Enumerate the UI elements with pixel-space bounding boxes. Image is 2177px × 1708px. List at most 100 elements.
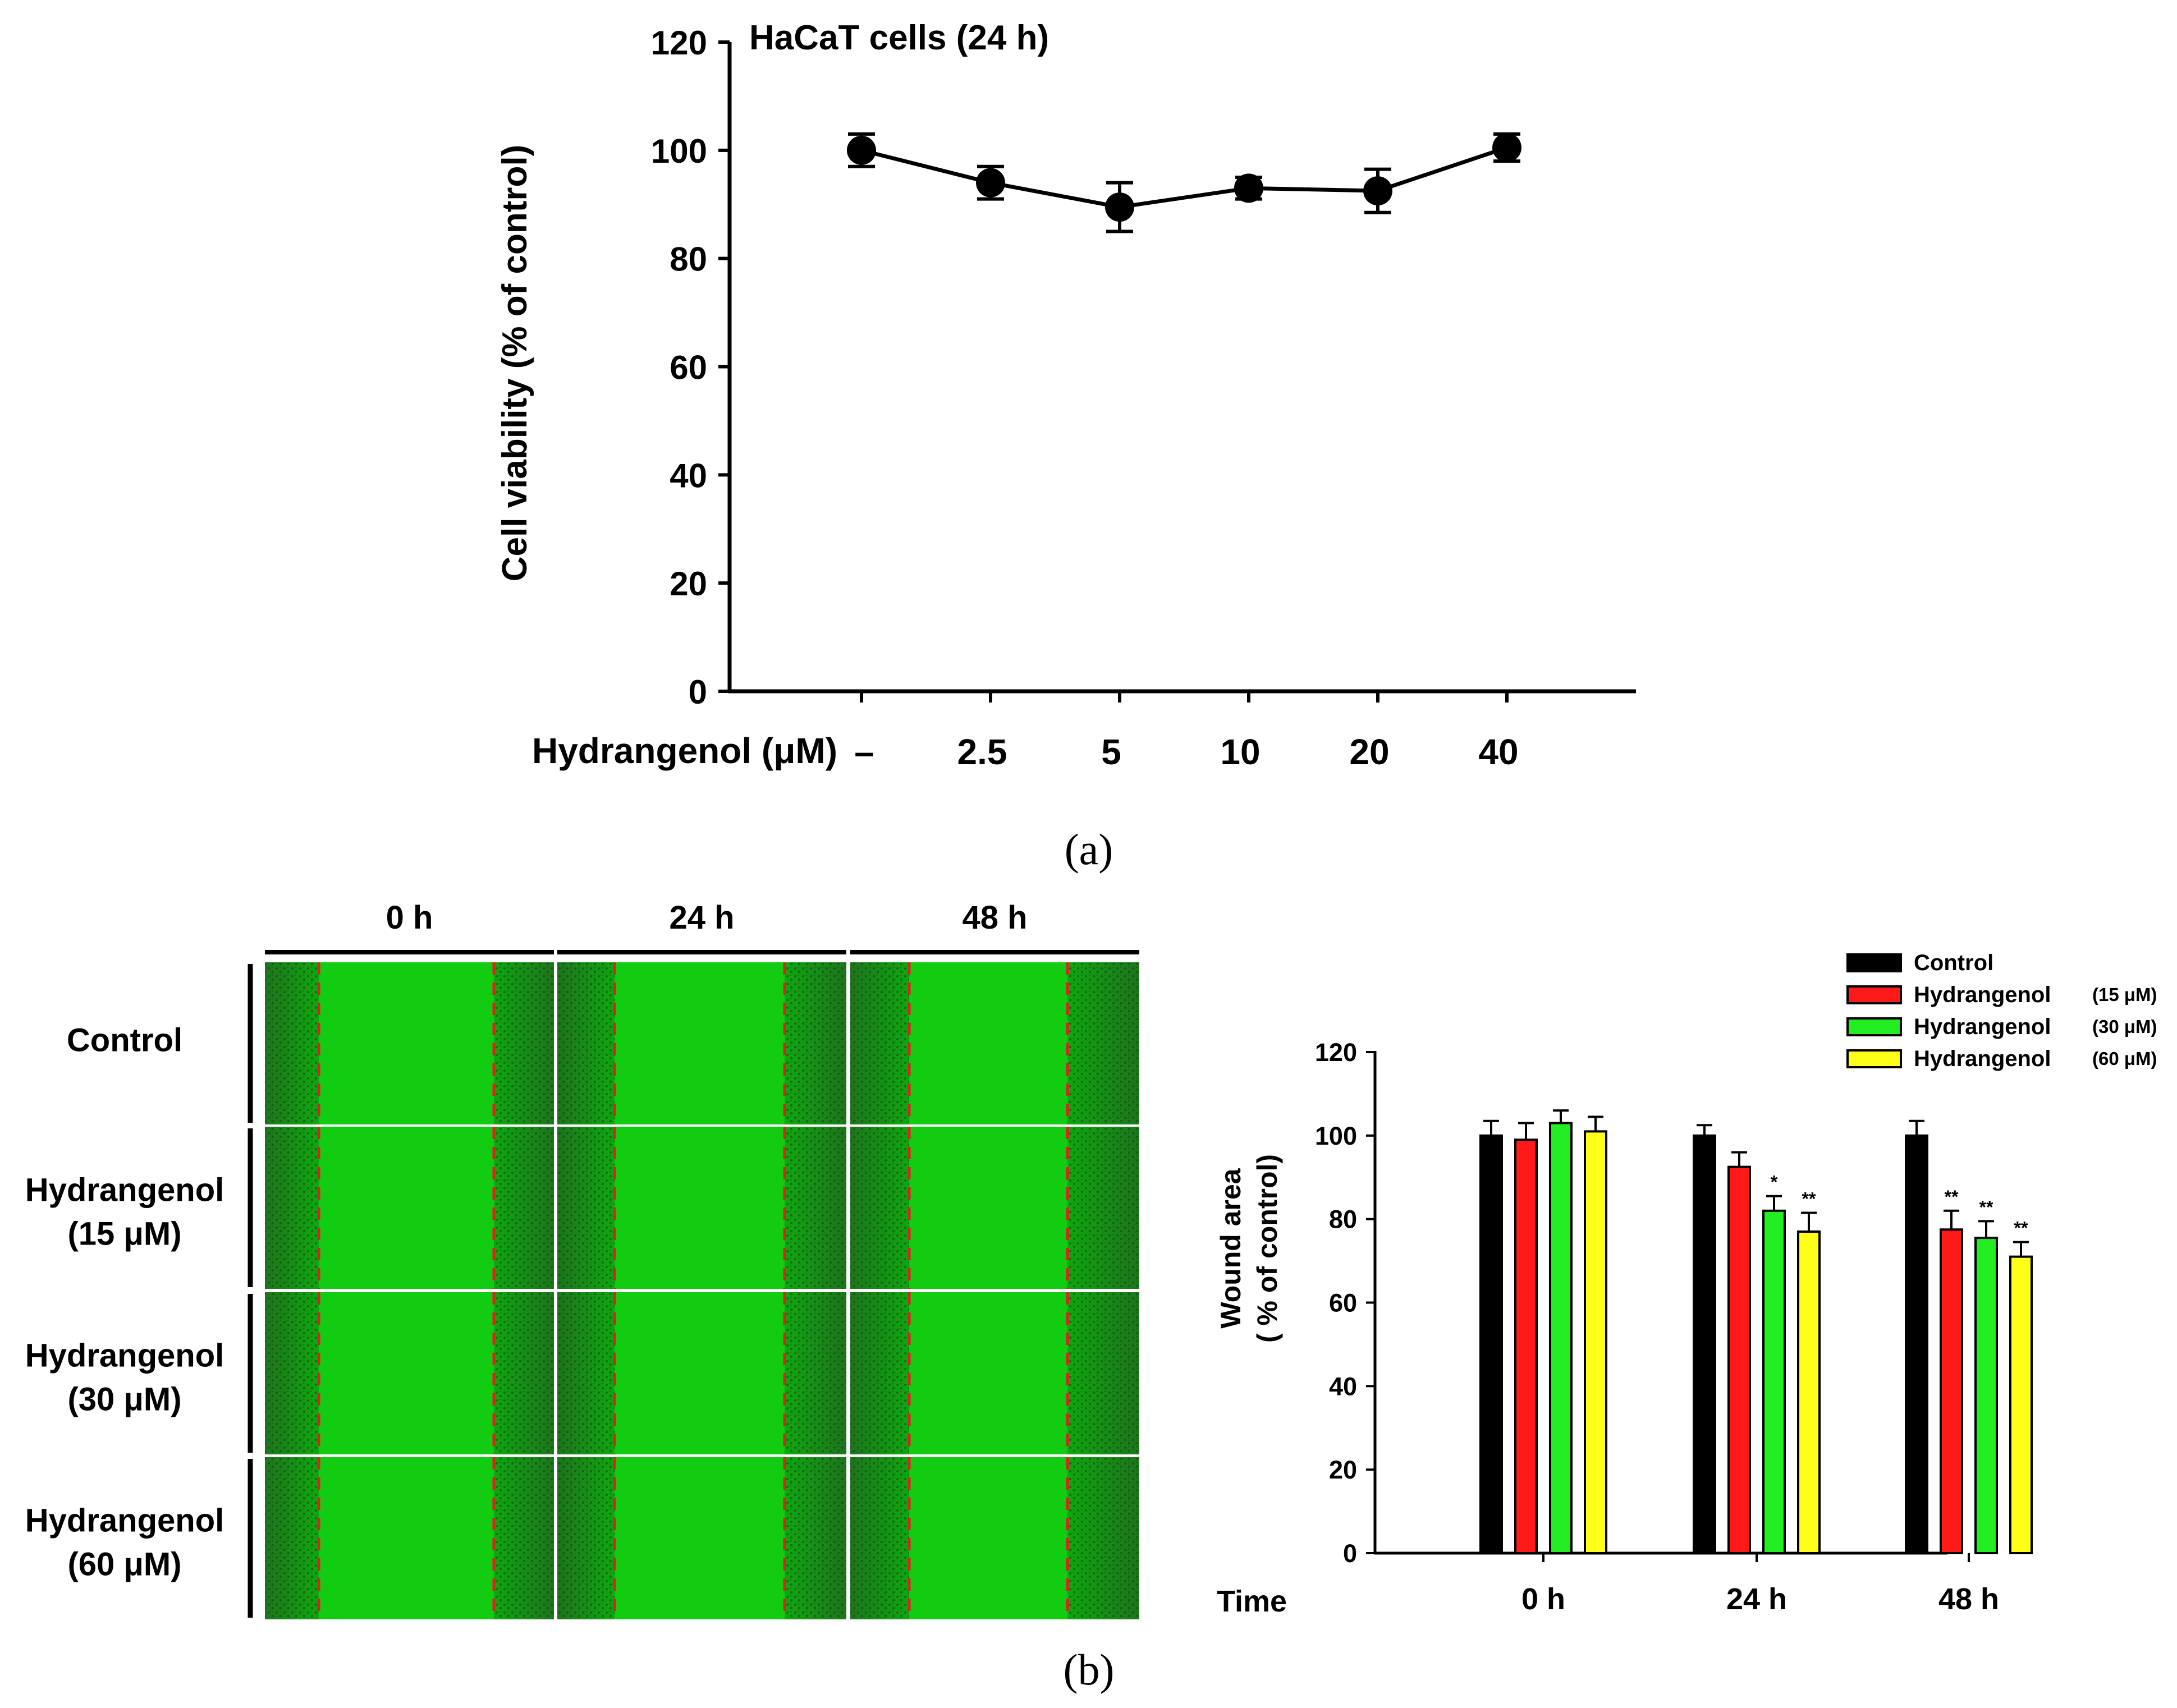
scratch-micrograph xyxy=(557,1292,846,1454)
chart-a-y-axis: 0 20 40 60 80 100 120 xyxy=(651,24,732,711)
scratch-micrograph xyxy=(850,962,1139,1124)
chart-b-bar xyxy=(1549,1122,1573,1554)
legend-label: Hydrangenol xyxy=(1914,982,2051,1007)
panel-a-label: (a) xyxy=(1065,825,1113,874)
chart-a-y-tick-label: 120 xyxy=(651,24,707,62)
chart-b-significance: ** xyxy=(1802,1189,1816,1209)
chart-a-y-tick-label: 100 xyxy=(651,132,707,170)
grid-row-label: Hydrangenol xyxy=(25,1338,224,1374)
chart-b-y-label-line2: ( % of control) xyxy=(1252,1154,1283,1343)
chart-b-x-axis: 0 h 24 h 48 h xyxy=(1374,1551,1999,1616)
scratch-micrograph xyxy=(265,1127,554,1289)
chart-a-point xyxy=(1234,173,1263,203)
chart-a-point xyxy=(976,168,1005,198)
chart-b-bar xyxy=(1514,1138,1538,1554)
cell-texture-right xyxy=(1067,1127,1139,1289)
chart-b-y-tick-label: 40 xyxy=(1329,1372,1357,1401)
scratch-micrograph xyxy=(265,1292,554,1454)
chart-b-x-tick-label: 24 h xyxy=(1726,1582,1787,1616)
legend-label: Hydrangenol xyxy=(1914,1046,2051,1071)
cell-texture-right xyxy=(785,1127,846,1289)
chart-b-bar xyxy=(1479,1134,1503,1555)
legend-swatch xyxy=(1846,1049,1902,1068)
chart-b-bar xyxy=(1940,1228,1963,1554)
chart-b-y-tick-label: 20 xyxy=(1329,1456,1357,1484)
scratch-micrograph xyxy=(557,1457,846,1619)
legend-swatch xyxy=(1846,953,1902,972)
grid-row-label: Control xyxy=(67,1022,182,1059)
chart-a-x-tick-label: 10 xyxy=(1220,732,1260,772)
scratch-micrograph xyxy=(850,1457,1139,1619)
scratch-micrograph xyxy=(850,1292,1139,1454)
grid-row-label: Hydrangenol xyxy=(25,1503,224,1539)
chart-b-y-label-line1: Wound area xyxy=(1215,1168,1246,1328)
chart-a-y-tick-label: 80 xyxy=(670,241,707,278)
grid-column-header: 48 h xyxy=(962,899,1027,936)
chart-a-y-label: Cell viability (% of control) xyxy=(496,145,534,582)
chart-b-bars: *** ****** xyxy=(1479,1109,2033,1555)
cell-texture-left xyxy=(265,1292,319,1454)
chart-b-significance: ** xyxy=(1979,1197,1993,1217)
chart-b-x-tick-label: 0 h xyxy=(1521,1582,1565,1616)
chart-b-significance: * xyxy=(1771,1172,1778,1192)
legend-swatch xyxy=(1846,1017,1902,1036)
cell-texture-left xyxy=(557,962,615,1124)
chart-b-x-tick-label: 48 h xyxy=(1938,1582,1999,1616)
chart-a-point xyxy=(1363,176,1392,206)
cell-texture-right xyxy=(785,1292,846,1454)
chart-a-x-tick-label: 20 xyxy=(1349,732,1389,772)
chart-a-y-tick-label: 0 xyxy=(689,673,707,711)
chart-a-point xyxy=(847,135,876,165)
chart-a-x-tick-label: 5 xyxy=(1101,732,1121,772)
grid-column-header: 24 h xyxy=(669,899,734,936)
chart-a-x-tick-label: 2.5 xyxy=(957,732,1007,772)
chart-b-y-tick-label: 0 xyxy=(1343,1539,1357,1568)
cell-texture-left xyxy=(557,1292,615,1454)
chart-a-x-tick-label: – xyxy=(854,732,874,772)
scratch-assay-grid: 0 h 24 h 48 h Control Hydrangenol (15 μM) Hydr… xyxy=(25,899,1139,1619)
cell-texture-left xyxy=(850,962,909,1124)
panel-b-label: (b) xyxy=(1064,1645,1115,1694)
grid-row-label-dose: (30 μM) xyxy=(67,1381,181,1418)
chart-b-bar xyxy=(1693,1134,1716,1555)
chart-a-x-axis: – 2.5 5 10 20 40 xyxy=(728,689,1636,772)
chart-b-y-tick-label: 60 xyxy=(1329,1289,1357,1317)
chart-a-x-label: Hydrangenol (μM) xyxy=(532,731,837,771)
cell-texture-right xyxy=(785,962,846,1124)
legend-swatch xyxy=(1846,985,1902,1004)
cell-texture-left xyxy=(557,1457,615,1619)
chart-b-y-tick-label: 100 xyxy=(1315,1122,1357,1150)
legend-label: Hydrangenol xyxy=(1914,1014,2051,1039)
chart-a-point xyxy=(1492,133,1521,163)
chart-a-series xyxy=(847,132,1521,233)
chart-b-bar xyxy=(1727,1165,1751,1554)
grid-row-label-dose: (60 μM) xyxy=(67,1546,181,1583)
scratch-micrograph xyxy=(265,962,554,1124)
wound-area-chart: Control Hydrangenol (15 μM) Hydrangenol (30 … xyxy=(1215,951,2157,1618)
chart-a-y-tick-label: 20 xyxy=(670,565,707,603)
chart-b-significance: ** xyxy=(1945,1187,1959,1207)
chart-a-series-line xyxy=(861,145,1508,209)
legend-label: Control xyxy=(1914,951,1993,975)
chart-b-x-label: Time xyxy=(1217,1585,1287,1618)
grid-column-header: 0 h xyxy=(386,899,433,936)
cell-texture-right xyxy=(1067,962,1139,1124)
cell-texture-left xyxy=(265,1127,319,1289)
legend-dose: (15 μM) xyxy=(2092,984,2157,1005)
scratch-micrograph xyxy=(265,1457,554,1619)
chart-b-bar xyxy=(1584,1130,1607,1555)
scratch-micrograph xyxy=(557,962,846,1124)
chart-a-x-tick-label: 40 xyxy=(1478,732,1518,772)
chart-b-legend: Control Hydrangenol (15 μM) Hydrangenol (30 … xyxy=(1846,951,2157,1071)
chart-b-bar xyxy=(1762,1209,1786,1555)
chart-a-y-tick-label: 40 xyxy=(670,457,707,494)
chart-a-title: HaCaT cells (24 h) xyxy=(749,19,1049,57)
chart-b-y-tick-label: 120 xyxy=(1315,1038,1357,1067)
cell-texture-left xyxy=(265,962,319,1124)
chart-b-bar xyxy=(1905,1134,1928,1555)
grid-row-label: Hydrangenol xyxy=(25,1172,224,1209)
cell-texture-left xyxy=(850,1457,909,1619)
grid-row-label-dose: (15 μM) xyxy=(67,1216,181,1252)
chart-b-significance: ** xyxy=(2014,1218,2028,1238)
